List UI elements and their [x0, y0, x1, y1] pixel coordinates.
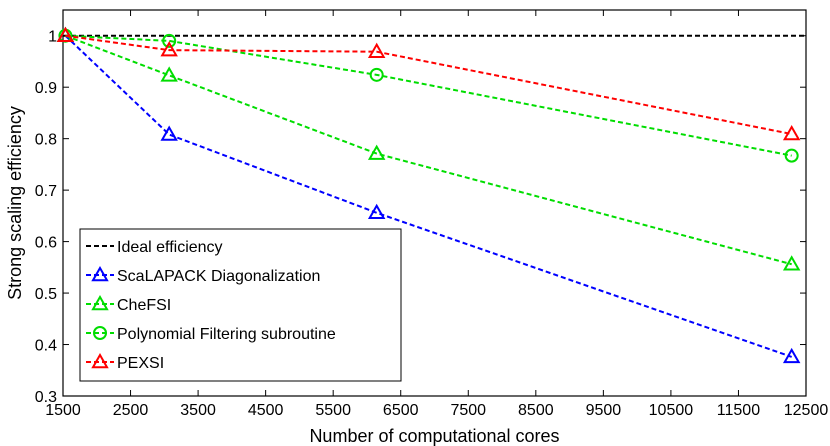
- data-point: [160, 41, 178, 57]
- series-pexsi: [56, 26, 801, 141]
- x-tick-label: 12500: [784, 402, 829, 419]
- legend-marker: [91, 265, 109, 282]
- x-tick-label: 6500: [383, 402, 419, 419]
- data-point: [369, 67, 384, 82]
- y-tick-label: 0.7: [35, 183, 57, 200]
- legend-label: ScaLAPACK Diagonalization: [117, 268, 320, 285]
- data-point: [367, 203, 386, 220]
- data-point: [367, 42, 386, 58]
- data-point: [160, 125, 178, 141]
- legend-label: PEXSI: [117, 355, 164, 372]
- x-tick-label: 7500: [450, 402, 486, 419]
- data-point: [160, 66, 178, 82]
- x-tick-label: 8500: [518, 402, 554, 419]
- x-tick-label: 9500: [586, 402, 622, 419]
- y-tick-label: 0.6: [35, 235, 57, 252]
- y-tick-label: 0.5: [35, 286, 57, 303]
- data-point: [784, 148, 799, 163]
- y-tick-label: 0.4: [35, 338, 57, 355]
- series-layer: [56, 26, 806, 364]
- x-tick-label: 10500: [649, 402, 694, 419]
- legend-item: Polynomial Filtering subroutine: [86, 326, 336, 343]
- legend: Ideal efficiency ScaLAPACK Diagonalizatio…: [79, 228, 402, 382]
- x-tick-label: 4500: [248, 402, 284, 419]
- y-tick-label: 0.3: [35, 389, 57, 406]
- data-point: [782, 347, 801, 364]
- x-tick-label: 11500: [717, 402, 760, 419]
- y-axis-label: Strong scaling efficiency: [5, 106, 25, 300]
- legend-marker: [91, 352, 109, 369]
- legend-label: Ideal efficiency: [117, 239, 223, 256]
- series-line: [65, 34, 792, 157]
- data-point: [782, 125, 801, 141]
- axis-ticks: 1500 2500 3500 4500 5500 6500 7500 8500 9500 1050…: [35, 10, 829, 419]
- x-axis-label: Number of computational cores: [309, 426, 559, 446]
- legend-label: CheFSI: [117, 297, 171, 314]
- x-tick-label: 3500: [180, 402, 216, 419]
- data-point: [162, 33, 177, 48]
- series-line: [64, 35, 793, 358]
- x-tick-label: 1500: [45, 402, 81, 419]
- legend-item: ScaLAPACK Diagonalization: [86, 265, 320, 285]
- data-point: [367, 144, 386, 160]
- legend-item: PEXSI: [86, 352, 164, 372]
- y-tick-label: 0.9: [35, 80, 57, 97]
- x-tick-label: 5500: [315, 402, 351, 419]
- legend-box: [79, 228, 402, 382]
- legend-label: Polynomial Filtering subroutine: [117, 326, 336, 343]
- legend-marker: [93, 326, 107, 340]
- series-line: [65, 34, 792, 266]
- y-tick-label: 0.8: [35, 132, 57, 149]
- data-point: [56, 26, 75, 42]
- data-point: [782, 255, 801, 271]
- x-tick-label: 2500: [113, 402, 149, 419]
- legend-item: CheFSI: [86, 294, 171, 314]
- series-line: [65, 34, 792, 136]
- y-tick-label: 1: [48, 29, 57, 46]
- legend-marker: [91, 294, 109, 311]
- legend-item: Ideal efficiency: [86, 239, 223, 256]
